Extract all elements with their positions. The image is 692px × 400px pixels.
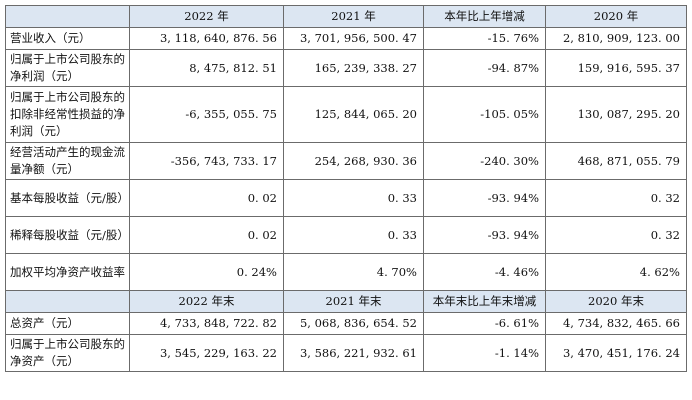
cell-value: 0. 02 bbox=[129, 216, 284, 254]
row-label: 总资产（元） bbox=[5, 312, 130, 335]
cell-value: 0. 32 bbox=[545, 216, 687, 254]
header-blank-cell bbox=[5, 5, 130, 28]
cell-value: -15. 76% bbox=[423, 27, 546, 50]
table-row: 营业收入（元） 3, 118, 640, 876. 56 3, 701, 956… bbox=[5, 27, 687, 50]
cell-value: -105. 05% bbox=[423, 86, 546, 143]
header-col-2022-end: 2022 年末 bbox=[129, 290, 284, 313]
table-row: 加权平均净资产收益率 0. 24% 4. 70% -4. 46% 4. 62% bbox=[5, 253, 687, 291]
table-header-row: 2022 年 2021 年 本年比上年增减 2020 年 bbox=[5, 5, 687, 28]
header-col-2021-end: 2021 年末 bbox=[283, 290, 424, 313]
table-row: 归属于上市公司股东的净资产（元） 3, 545, 229, 163. 22 3,… bbox=[5, 334, 687, 372]
cell-value: 0. 24% bbox=[129, 253, 284, 291]
cell-value: -1. 14% bbox=[423, 334, 546, 372]
cell-value: 2, 810, 909, 123. 00 bbox=[545, 27, 687, 50]
cell-value: 4. 70% bbox=[283, 253, 424, 291]
cell-value: 159, 916, 595. 37 bbox=[545, 49, 687, 87]
header-col-change: 本年比上年增减 bbox=[423, 5, 546, 28]
cell-value: -94. 87% bbox=[423, 49, 546, 87]
cell-value: 468, 871, 055. 79 bbox=[545, 142, 687, 180]
cell-value: -4. 46% bbox=[423, 253, 546, 291]
table-row: 基本每股收益（元/股） 0. 02 0. 33 -93. 94% 0. 32 bbox=[5, 179, 687, 217]
cell-value: 5, 068, 836, 654. 52 bbox=[283, 312, 424, 335]
cell-value: 165, 239, 338. 27 bbox=[283, 49, 424, 87]
table-header-row: 2022 年末 2021 年末 本年末比上年末增减 2020 年末 bbox=[5, 290, 687, 313]
cell-value: 0. 33 bbox=[283, 216, 424, 254]
table-row: 稀释每股收益（元/股） 0. 02 0. 33 -93. 94% 0. 32 bbox=[5, 216, 687, 254]
cell-value: 0. 32 bbox=[545, 179, 687, 217]
cell-value: 4. 62% bbox=[545, 253, 687, 291]
header-col-2022: 2022 年 bbox=[129, 5, 284, 28]
row-label: 经营活动产生的现金流量净额（元） bbox=[5, 142, 130, 180]
header-col-change-end: 本年末比上年末增减 bbox=[423, 290, 546, 313]
cell-value: 130, 087, 295. 20 bbox=[545, 86, 687, 143]
cell-value: -6, 355, 055. 75 bbox=[129, 86, 284, 143]
row-label: 营业收入（元） bbox=[5, 27, 130, 50]
cell-value: 0. 02 bbox=[129, 179, 284, 217]
cell-value: 4, 734, 832, 465. 66 bbox=[545, 312, 687, 335]
cell-value: -93. 94% bbox=[423, 179, 546, 217]
table-row: 经营活动产生的现金流量净额（元） -356, 743, 733. 17 254,… bbox=[5, 142, 687, 180]
header-col-2021: 2021 年 bbox=[283, 5, 424, 28]
table-row: 总资产（元） 4, 733, 848, 722. 82 5, 068, 836,… bbox=[5, 312, 687, 335]
row-label: 基本每股收益（元/股） bbox=[5, 179, 130, 217]
cell-value: -6. 61% bbox=[423, 312, 546, 335]
cell-value: -356, 743, 733. 17 bbox=[129, 142, 284, 180]
cell-value: 254, 268, 930. 36 bbox=[283, 142, 424, 180]
cell-value: 3, 701, 956, 500. 47 bbox=[283, 27, 424, 50]
header-col-2020: 2020 年 bbox=[545, 5, 687, 28]
cell-value: 0. 33 bbox=[283, 179, 424, 217]
cell-value: 125, 844, 065. 20 bbox=[283, 86, 424, 143]
cell-value: 8, 475, 812. 51 bbox=[129, 49, 284, 87]
financial-data-table: 2022 年 2021 年 本年比上年增减 2020 年 营业收入（元） 3, … bbox=[5, 5, 687, 372]
cell-value: 4, 733, 848, 722. 82 bbox=[129, 312, 284, 335]
header-blank-cell bbox=[5, 290, 130, 313]
cell-value: 3, 586, 221, 932. 61 bbox=[283, 334, 424, 372]
header-col-2020-end: 2020 年末 bbox=[545, 290, 687, 313]
row-label: 加权平均净资产收益率 bbox=[5, 253, 130, 291]
cell-value: -240. 30% bbox=[423, 142, 546, 180]
row-label: 归属于上市公司股东的扣除非经常性损益的净利润（元） bbox=[5, 86, 130, 143]
table-row: 归属于上市公司股东的净利润（元） 8, 475, 812. 51 165, 23… bbox=[5, 49, 687, 87]
row-label: 归属于上市公司股东的净资产（元） bbox=[5, 334, 130, 372]
cell-value: 3, 470, 451, 176. 24 bbox=[545, 334, 687, 372]
row-label: 归属于上市公司股东的净利润（元） bbox=[5, 49, 130, 87]
row-label: 稀释每股收益（元/股） bbox=[5, 216, 130, 254]
cell-value: -93. 94% bbox=[423, 216, 546, 254]
cell-value: 3, 118, 640, 876. 56 bbox=[129, 27, 284, 50]
table-row: 归属于上市公司股东的扣除非经常性损益的净利润（元） -6, 355, 055. … bbox=[5, 86, 687, 143]
cell-value: 3, 545, 229, 163. 22 bbox=[129, 334, 284, 372]
